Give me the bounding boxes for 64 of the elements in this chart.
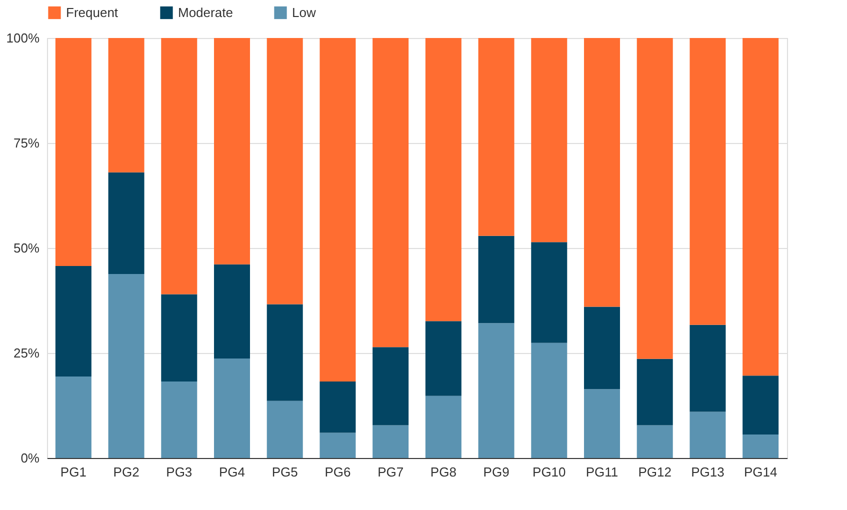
bar [690, 38, 726, 325]
bar [266, 400, 303, 458]
bar [161, 382, 198, 458]
bar [690, 412, 726, 458]
bar [55, 266, 92, 377]
bar [108, 38, 144, 172]
bar [372, 347, 409, 426]
bar [478, 323, 514, 458]
bar [584, 38, 620, 307]
y-tick-label: 25% [13, 346, 40, 360]
bar [690, 324, 726, 412]
y-tick-label: 75% [13, 136, 40, 150]
x-tick-label: PG4 [218, 464, 246, 480]
bar [478, 236, 514, 324]
bar [478, 38, 514, 236]
bar [266, 304, 303, 401]
bar [636, 358, 673, 426]
x-tick-label: PG10 [532, 464, 566, 480]
bar [425, 396, 462, 458]
bar [742, 376, 779, 434]
bar [214, 358, 250, 458]
bar [161, 38, 198, 294]
bar [214, 264, 250, 358]
legend-label: Moderate [178, 4, 233, 20]
x-tick-label: PG6 [324, 464, 351, 480]
x-tick-label: PG7 [378, 464, 404, 480]
x-tick-label: PG12 [638, 464, 672, 480]
x-tick-label: PG14 [744, 464, 778, 480]
bar [55, 376, 92, 458]
bar [372, 425, 409, 458]
bar [320, 38, 356, 382]
x-tick-label: PG2 [113, 464, 140, 480]
bar [320, 382, 356, 433]
x-tick-label: PG11 [586, 464, 618, 480]
bar [742, 434, 779, 458]
bar [636, 38, 673, 359]
y-tick-label: 0% [20, 450, 40, 466]
bar [108, 172, 144, 274]
bar [161, 294, 198, 382]
x-tick-label: PG1 [60, 464, 86, 480]
bar [372, 38, 409, 348]
bar [425, 38, 462, 322]
x-tick-label: PG5 [272, 464, 298, 480]
bar [320, 432, 356, 458]
bar [531, 38, 568, 242]
bar [742, 38, 779, 376]
x-tick-label: PG9 [483, 464, 510, 480]
bar [425, 321, 462, 396]
bar [584, 306, 620, 390]
bar [584, 389, 620, 458]
bar [266, 38, 303, 304]
bar [214, 38, 250, 264]
bar [531, 242, 568, 343]
legend-label: Frequent [66, 4, 118, 20]
y-tick-label: 50% [13, 240, 40, 256]
bar [108, 274, 144, 458]
bar [55, 38, 92, 266]
x-tick-label: PG13 [691, 464, 724, 480]
y-tick-label: 100% [6, 30, 40, 46]
bar [531, 342, 568, 458]
x-tick-label: PG8 [430, 464, 456, 480]
x-tick-label: PG3 [166, 464, 192, 480]
legend-label: Low [292, 4, 316, 20]
bar [636, 425, 673, 458]
